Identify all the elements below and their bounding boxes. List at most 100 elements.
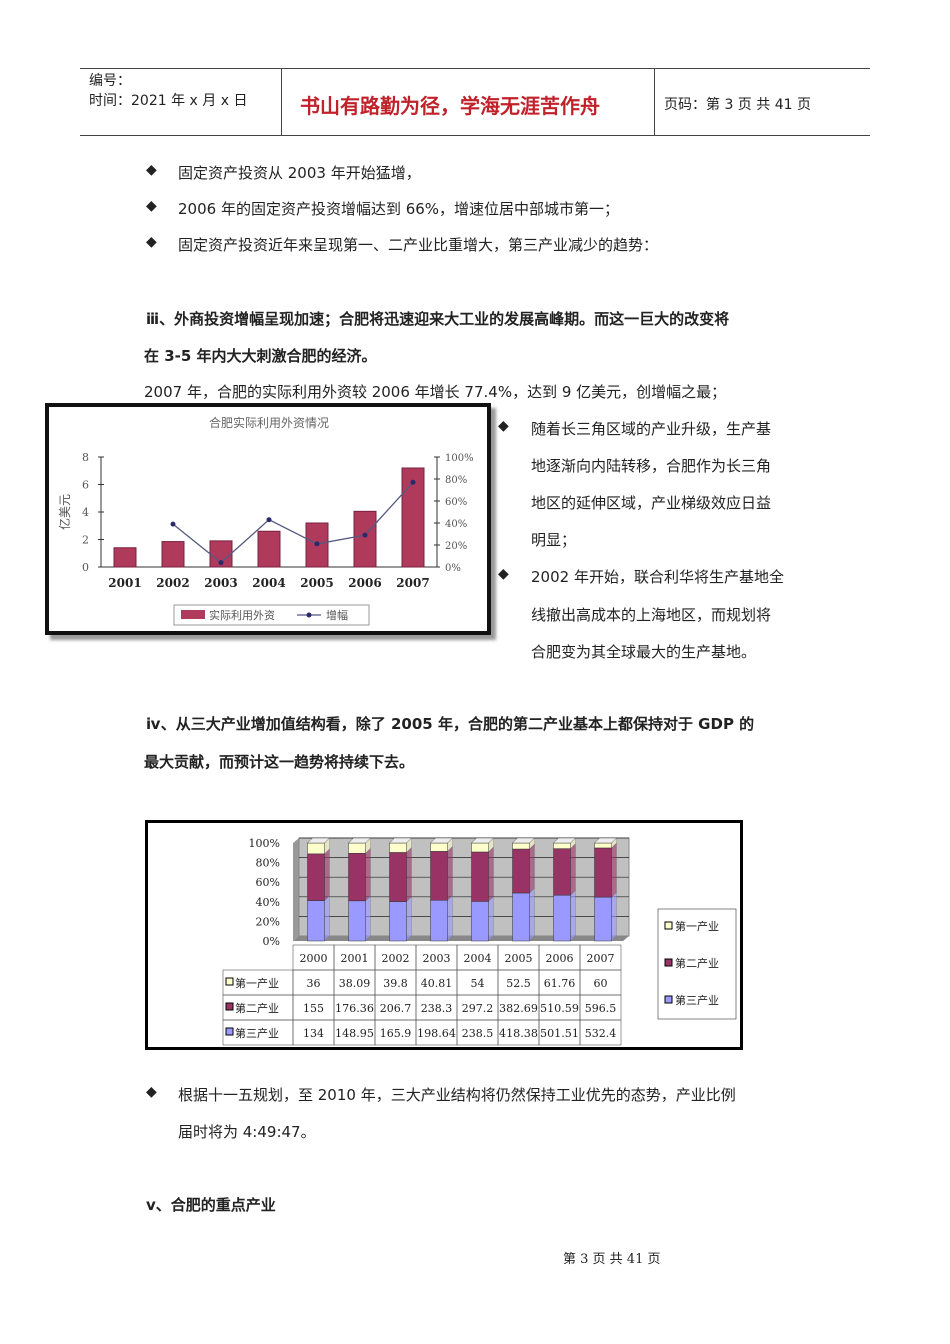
table-value: 238.5: [462, 1027, 494, 1040]
chart-svg: 合肥实际利用外资情况亿美元024680%20%40%60%80%100%2001…: [57, 415, 474, 626]
chart-title: 合肥实际利用外资情况: [209, 415, 329, 430]
y-tick-label: 0: [82, 561, 89, 574]
segment-side: [611, 842, 617, 898]
growth-line: [172, 481, 414, 564]
table-year-header: 2003: [423, 952, 451, 965]
bullet-text: 固定资产投资从 2003 年开始猛增，: [178, 164, 421, 182]
growth-point: [410, 479, 416, 485]
y2-tick-label: 40%: [445, 519, 467, 530]
section-heading: ⅲ、外商投资增幅呈现加速；合肥将迅速迎来大工业的发展高峰期。而这一巨大的改变将: [146, 310, 730, 328]
stacked-segment: [553, 894, 571, 942]
plot-floor: [293, 936, 629, 941]
segment-side: [365, 895, 371, 942]
bullet-icon: ◆: [498, 418, 509, 434]
table-value: 40.81: [421, 977, 453, 990]
legend-line-marker: [306, 612, 312, 618]
header-top-rule: [80, 68, 870, 69]
table-value: 39.8: [383, 977, 408, 990]
y-axis-label: 亿美元: [57, 494, 72, 530]
table-value: 36: [307, 977, 321, 990]
stacked-segment: [594, 842, 612, 849]
bullet-icon: ◆: [146, 234, 157, 250]
paragraph: 2007 年，合肥的实际利用外资较 2006 年增长 77.4%，达到 9 亿美…: [144, 383, 727, 401]
segment-side: [570, 889, 576, 942]
x-tick-label: 2005: [300, 576, 333, 590]
table-value: 38.09: [339, 977, 371, 990]
stacked-segment: [389, 842, 407, 853]
section-heading: 在 3-5 年内大大刺激合肥的经济。: [144, 347, 377, 365]
bar: [401, 467, 425, 568]
bar: [257, 530, 281, 568]
y-tick-label: 6: [82, 479, 89, 492]
bullet-text: 地区的延伸区域，产业梯级效应日益: [531, 494, 772, 512]
bullet-text: 明显；: [531, 531, 577, 549]
legend-label: 增幅: [326, 608, 348, 622]
x-tick-label: 2007: [396, 576, 429, 590]
bar: [353, 510, 377, 568]
table-row-label: 第二产业: [235, 1001, 279, 1015]
segment-top: [348, 837, 371, 844]
chart-svg: 0% 20% 40% 60% 80% 100% 2000 2001 2002 2003 2004 20…: [222, 837, 737, 1046]
plot-side-wall: [293, 838, 299, 941]
segment-side: [529, 887, 535, 942]
stacked-segment: [430, 851, 448, 901]
segment-top: [307, 837, 330, 844]
table-value: 238.3: [421, 1002, 453, 1015]
segment-side: [488, 896, 494, 942]
bullet-text: 线撤出高成本的上海地区，而规划将: [531, 606, 772, 624]
x-tick-label: 2006: [348, 576, 381, 590]
x-tick-label: 2003: [204, 576, 237, 590]
y-tick-label: 80%: [256, 857, 280, 870]
segment-side: [570, 843, 576, 896]
table-value: 61.76: [544, 977, 576, 990]
segment-side: [529, 843, 535, 894]
header-page-label: 页码：第 3 页 共 41 页: [664, 97, 811, 113]
doc-time-label: 时间：2021 年 x 月 x 日: [89, 93, 248, 109]
stacked-segment: [348, 853, 366, 902]
legend-label: 第二产业: [675, 956, 719, 970]
table-cell: [579, 1019, 622, 1046]
y2-tick-label: 0%: [445, 563, 461, 574]
legend-swatch: [664, 995, 673, 1004]
segment-top: [471, 837, 494, 844]
header-motto: 书山有路勤为径，学海无涯苦作舟: [300, 94, 600, 118]
stacked-segment: [471, 851, 489, 902]
table-value: 54: [471, 977, 485, 990]
table-value: 596.5: [585, 1002, 617, 1015]
table-value: 155: [303, 1002, 324, 1015]
x-tick-label: 2002: [156, 576, 189, 590]
segment-top: [594, 837, 617, 844]
bullet-icon: ◆: [146, 162, 157, 178]
header-divider: [654, 68, 655, 136]
table-year-header: 2001: [341, 952, 369, 965]
table-row-label: 第一产业: [235, 976, 279, 990]
segment-side: [406, 896, 412, 942]
table-value: 148.95: [335, 1027, 374, 1040]
x-tick-label: 2001: [108, 576, 141, 590]
stacked-segment: [348, 842, 366, 854]
section-heading: ⅴ、合肥的重点产业: [146, 1196, 276, 1214]
table-value: 418.38: [499, 1027, 538, 1040]
bullet-text: 2006 年的固定资产投资增幅达到 66%，增速位居中部城市第一；: [178, 200, 620, 218]
segment-side: [447, 894, 453, 942]
stacked-segment: [512, 842, 530, 850]
legend-label: 实际利用外资: [209, 608, 275, 622]
segment-side: [324, 895, 330, 942]
stacked-segment: [430, 900, 448, 942]
segment-top: [512, 837, 535, 844]
stacked-segment: [512, 848, 530, 894]
legend-swatch: [664, 958, 673, 967]
table-year-header: 2006: [546, 952, 574, 965]
table-value: 60: [594, 977, 608, 990]
legend-label: 第一产业: [675, 919, 719, 933]
y2-tick-label: 100%: [445, 453, 474, 464]
stacked-segment: [471, 901, 489, 942]
table-value: 134: [303, 1027, 324, 1040]
segment-top: [430, 837, 453, 844]
stacked-segment: [430, 842, 448, 852]
table-value: 382.69: [499, 1002, 538, 1015]
table-year-header: 2007: [587, 952, 615, 965]
stacked-segment: [594, 896, 612, 942]
stacked-segment: [594, 847, 612, 898]
